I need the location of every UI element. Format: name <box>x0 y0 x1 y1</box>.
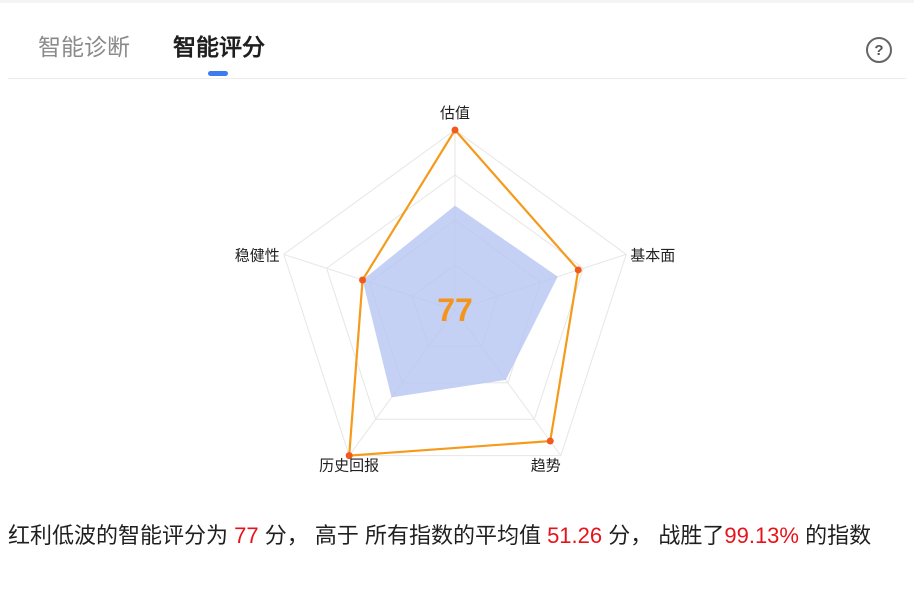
summary-text-1: 红利低波的智能评分为 <box>8 523 235 548</box>
question-circle-icon[interactable]: ? <box>866 37 892 63</box>
tab-bar: 智能诊断 智能评分 ? <box>0 0 914 80</box>
radar-axis-label: 估值 <box>440 105 470 122</box>
summary-text-4: 的指数 <box>798 523 872 548</box>
radar-score-point <box>451 126 459 134</box>
summary-text-3: 分， 战胜了 <box>602 523 725 548</box>
summary-score: 77 <box>234 523 259 548</box>
radar-score-point <box>546 437 554 445</box>
radar-score-line <box>348 128 580 457</box>
radar-score-point <box>574 266 582 274</box>
radar-center-score: 77 <box>437 292 473 328</box>
radar-score-point <box>345 452 353 460</box>
tab-smart-score[interactable]: 智能评分 <box>173 35 265 61</box>
radar-axis-label: 趋势 <box>531 458 561 475</box>
radar-score-point <box>359 276 367 284</box>
radar-axis-label: 稳健性 <box>235 247 280 264</box>
radar-axis-label: 历史回报 <box>319 458 379 475</box>
radar-average-area <box>362 205 558 398</box>
active-tab-indicator <box>208 71 228 76</box>
summary-beat-percent: 99.13% <box>724 523 799 548</box>
tab-smart-diagnosis[interactable]: 智能诊断 <box>38 35 130 61</box>
top-border <box>0 0 914 3</box>
radar-axis-label: 基本面 <box>630 247 675 264</box>
summary-text-2: 分， 高于 所有指数的平均值 <box>258 523 548 548</box>
score-summary: 红利低波的智能评分为 77 分， 高于 所有指数的平均值 51.26 分， 战胜… <box>8 521 908 551</box>
summary-average: 51.26 <box>547 523 603 548</box>
radar-grid-ring <box>283 129 627 457</box>
divider <box>8 78 906 79</box>
